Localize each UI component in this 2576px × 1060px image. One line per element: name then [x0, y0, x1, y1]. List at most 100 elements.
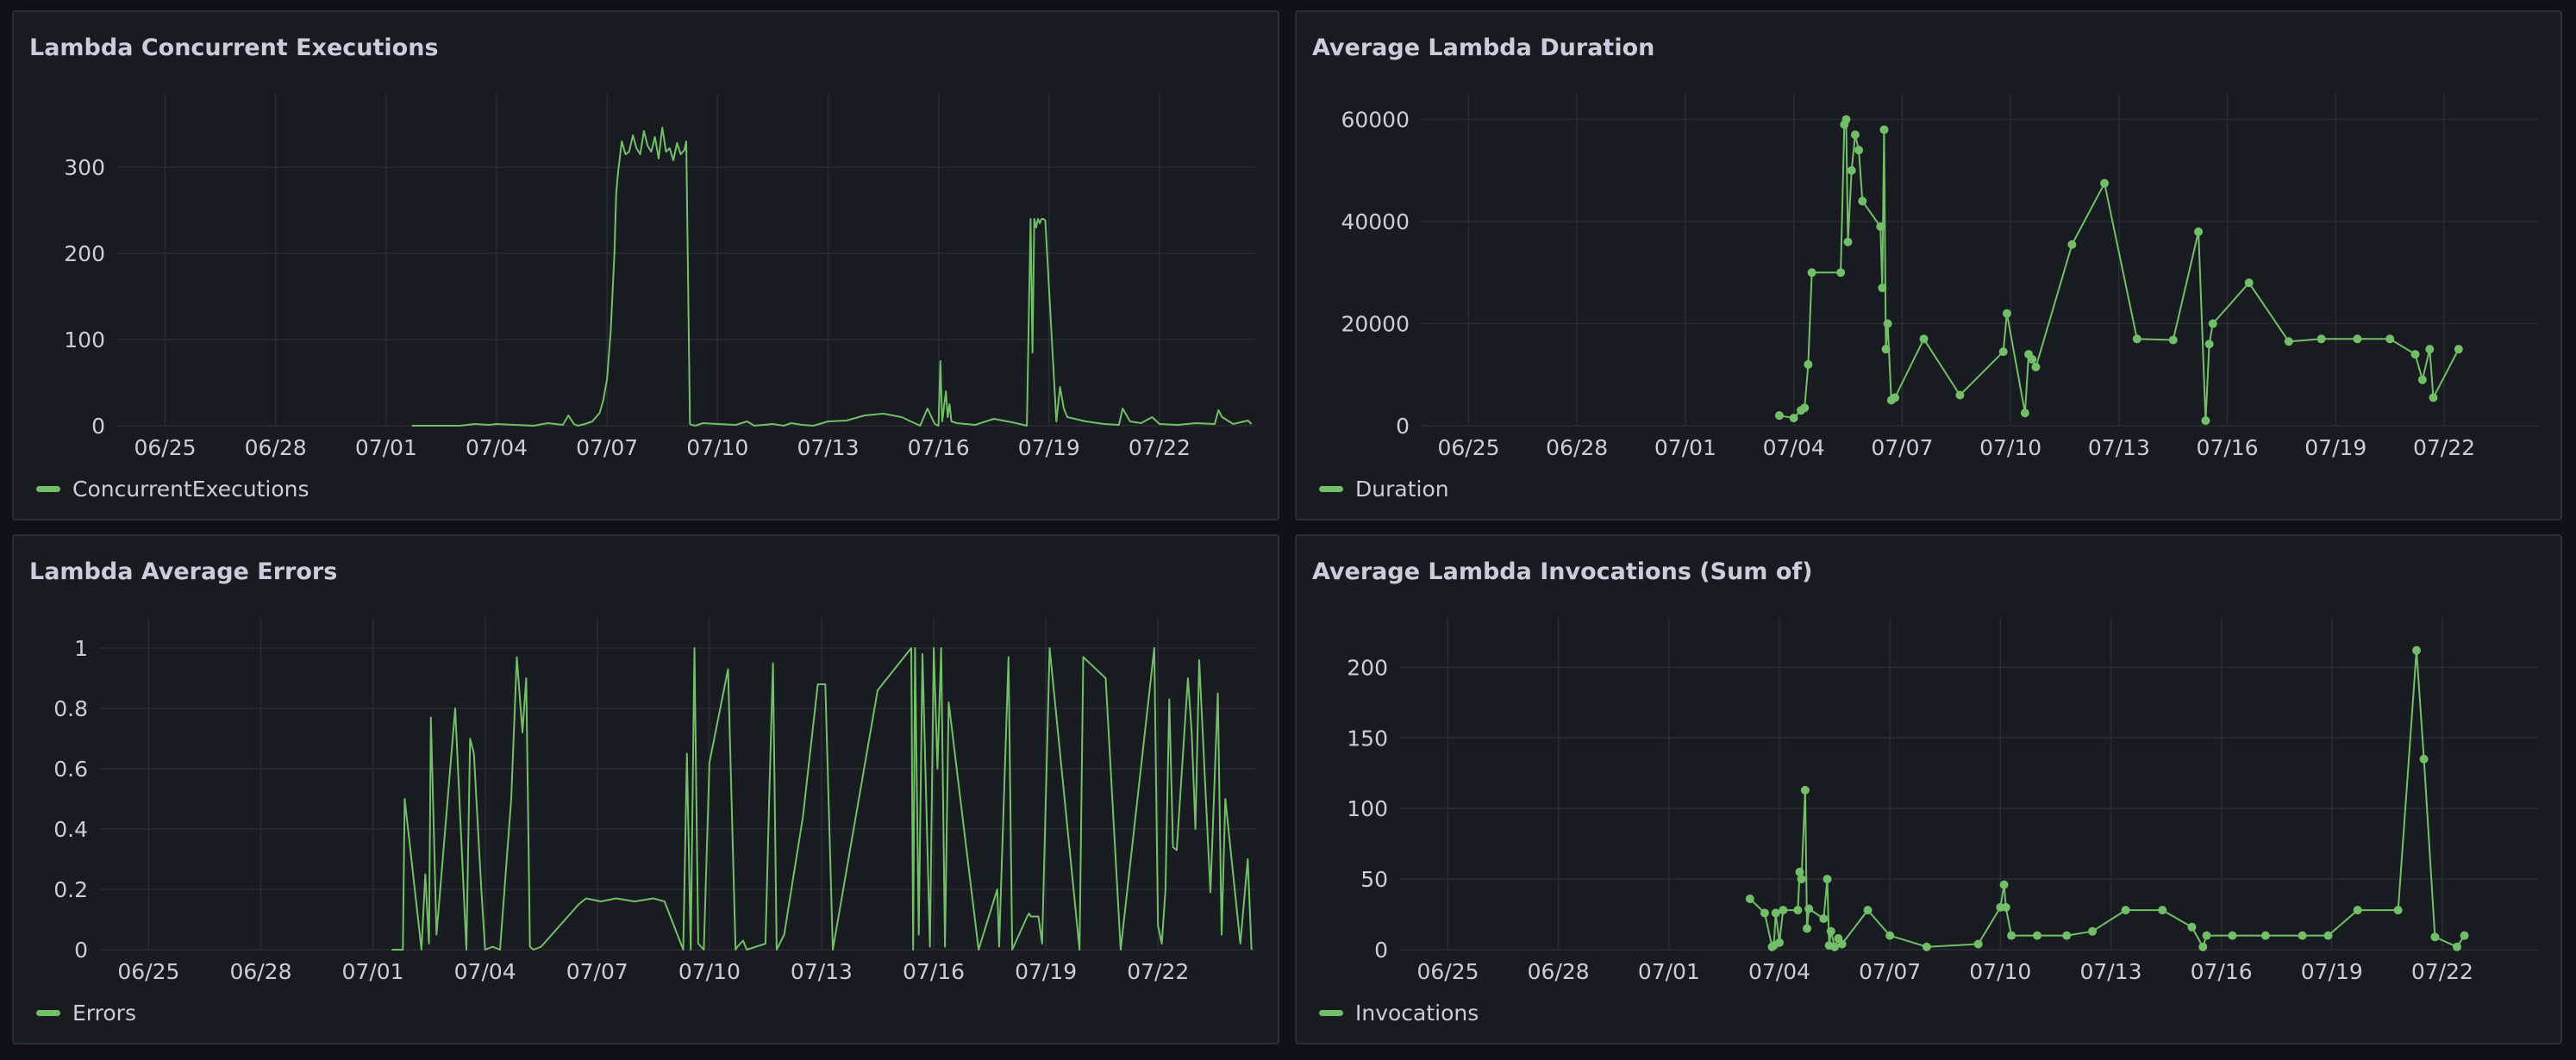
data-point[interactable] [1804, 904, 1814, 913]
panel-title[interactable]: Average Lambda Duration [1312, 34, 1655, 61]
data-point[interactable] [1876, 222, 1885, 231]
data-point[interactable] [2198, 942, 2208, 951]
data-point[interactable] [2002, 309, 2011, 318]
data-point[interactable] [1841, 115, 1851, 124]
data-point[interactable] [2317, 334, 2326, 344]
data-point[interactable] [2419, 754, 2429, 764]
data-point[interactable] [1800, 785, 1810, 795]
panel-title[interactable]: Average Lambda Invocations (Sum of) [1312, 558, 1813, 585]
data-point[interactable] [1858, 196, 1867, 206]
data-point[interactable] [1774, 411, 1784, 421]
data-point[interactable] [2033, 931, 2042, 940]
data-point[interactable] [1863, 906, 1873, 915]
data-point[interactable] [1819, 913, 1829, 923]
data-point[interactable] [2430, 932, 2440, 942]
data-point[interactable] [2454, 345, 2463, 354]
data-point[interactable] [1881, 345, 1891, 354]
data-point[interactable] [1745, 895, 1754, 904]
data-point[interactable] [2067, 240, 2077, 249]
data-point[interactable] [1999, 880, 2009, 889]
data-point[interactable] [2020, 408, 2029, 418]
data-point[interactable] [2385, 334, 2395, 344]
data-point[interactable] [1804, 359, 1813, 369]
data-point[interactable] [1836, 268, 1846, 277]
data-point[interactable] [2353, 334, 2362, 344]
data-point[interactable] [1998, 347, 2008, 357]
data-point[interactable] [2417, 375, 2427, 384]
data-point[interactable] [2412, 645, 2422, 655]
data-point[interactable] [1830, 942, 1840, 951]
legend-label[interactable]: ConcurrentExecutions [72, 477, 309, 502]
data-point[interactable] [1885, 931, 1895, 940]
data-point[interactable] [1973, 939, 1983, 949]
data-point[interactable] [2031, 362, 2041, 371]
panel-title[interactable]: Lambda Average Errors [29, 558, 338, 585]
data-point[interactable] [1797, 875, 1806, 884]
data-point[interactable] [2132, 334, 2141, 344]
data-point[interactable] [1760, 908, 1769, 918]
legend-label[interactable]: Errors [72, 1001, 136, 1026]
data-point[interactable] [1919, 334, 1929, 344]
data-point[interactable] [1823, 875, 1832, 884]
data-point[interactable] [2194, 227, 2204, 236]
data-point[interactable] [2062, 931, 2072, 940]
legend[interactable]: Invocations [1319, 1001, 1479, 1026]
data-point[interactable] [2244, 278, 2254, 288]
data-point[interactable] [1922, 942, 1931, 951]
data-point[interactable] [1826, 926, 1835, 936]
data-point[interactable] [2393, 906, 2403, 915]
series-line[interactable] [411, 127, 1253, 427]
data-point[interactable] [2028, 355, 2037, 364]
data-point[interactable] [2007, 931, 2016, 940]
data-point[interactable] [1771, 908, 1780, 918]
data-point[interactable] [1793, 906, 1803, 915]
data-point[interactable] [2158, 906, 2167, 915]
legend[interactable]: Duration [1319, 477, 1449, 502]
data-point[interactable] [2202, 931, 2211, 940]
data-point[interactable] [1803, 924, 1812, 933]
series-line[interactable] [1749, 649, 2466, 948]
data-point[interactable] [2453, 942, 2462, 951]
data-point[interactable] [2088, 926, 2098, 936]
data-point[interactable] [2284, 337, 2293, 346]
data-point[interactable] [1883, 319, 1892, 328]
legend-label[interactable]: Duration [1355, 477, 1449, 502]
legend[interactable]: ConcurrentExecutions [36, 477, 309, 502]
data-point[interactable] [1843, 237, 1853, 246]
data-point[interactable] [1795, 867, 1804, 876]
data-point[interactable] [2323, 931, 2333, 940]
data-point[interactable] [2208, 319, 2217, 328]
data-point[interactable] [2353, 906, 2362, 915]
data-point[interactable] [1850, 130, 1860, 140]
legend-label[interactable]: Invocations [1355, 1001, 1479, 1026]
data-point[interactable] [1779, 906, 1788, 915]
data-point[interactable] [2204, 340, 2214, 349]
data-point[interactable] [1891, 393, 1900, 402]
data-point[interactable] [1955, 390, 1965, 400]
data-point[interactable] [1878, 284, 1887, 293]
legend[interactable]: Errors [36, 1001, 136, 1026]
data-point[interactable] [1837, 939, 1847, 949]
data-point[interactable] [1807, 268, 1816, 277]
data-point[interactable] [2410, 350, 2420, 359]
data-point[interactable] [2429, 393, 2438, 402]
data-point[interactable] [2298, 931, 2307, 940]
data-point[interactable] [2168, 335, 2178, 345]
data-point[interactable] [1775, 938, 1784, 947]
data-point[interactable] [2425, 345, 2435, 354]
data-point[interactable] [2100, 178, 2110, 188]
data-point[interactable] [1879, 125, 1889, 134]
data-point[interactable] [1854, 146, 1864, 155]
data-point[interactable] [2228, 931, 2237, 940]
data-point[interactable] [2201, 416, 2210, 426]
data-point[interactable] [2260, 931, 2270, 940]
data-point[interactable] [1847, 165, 1856, 175]
data-point[interactable] [2001, 902, 2010, 912]
series-line[interactable] [391, 647, 1253, 951]
data-point[interactable] [2187, 922, 2197, 932]
data-point[interactable] [2121, 906, 2130, 915]
data-point[interactable] [1789, 414, 1798, 423]
panel-title[interactable]: Lambda Concurrent Executions [29, 34, 439, 61]
data-point[interactable] [1800, 403, 1810, 413]
data-point[interactable] [2460, 931, 2469, 940]
